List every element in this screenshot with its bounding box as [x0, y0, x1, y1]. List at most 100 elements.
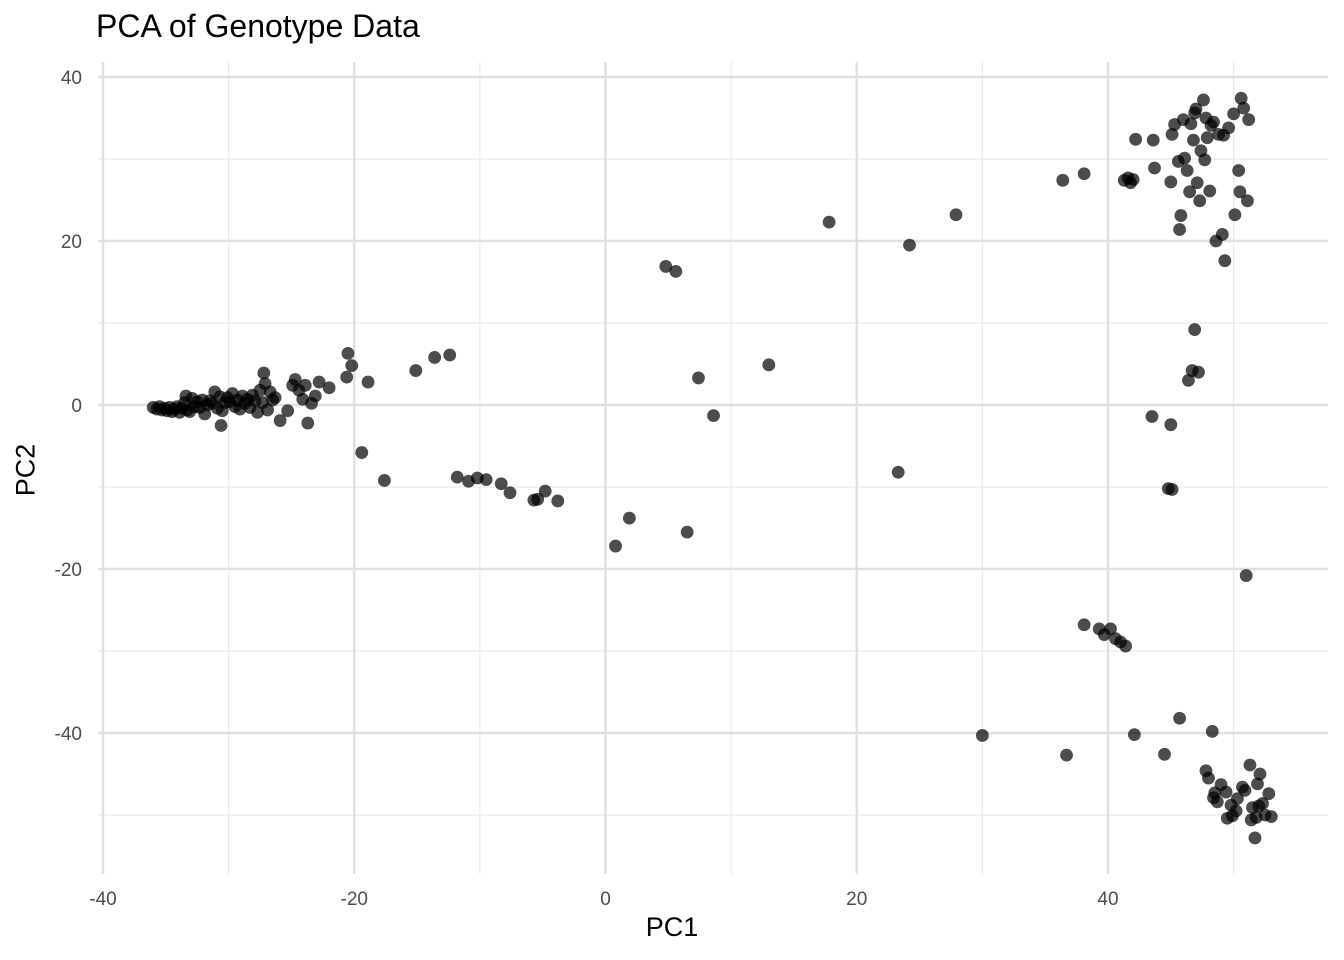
- data-point: [257, 366, 271, 380]
- data-point: [340, 370, 354, 384]
- data-point: [1225, 809, 1239, 823]
- data-point: [1249, 811, 1263, 824]
- data-point: [1237, 101, 1251, 115]
- y-tick-labels: 40 20 0 -20 -40: [55, 68, 82, 745]
- data-point: [1243, 758, 1257, 772]
- y-tick-label: 40: [61, 68, 82, 89]
- data-point: [1248, 831, 1262, 845]
- data-point: [975, 729, 989, 742]
- x-tick-label: -40: [89, 889, 116, 910]
- data-point: [450, 470, 464, 484]
- data-point: [1236, 780, 1249, 794]
- data-point: [669, 264, 683, 278]
- data-point: [1060, 748, 1073, 762]
- data-point: [1119, 639, 1132, 653]
- data-point: [298, 378, 312, 392]
- data-point: [1190, 176, 1204, 190]
- data-point: [1228, 208, 1242, 222]
- x-tick-labels: -40 -20 0 20 40: [89, 889, 1118, 910]
- data-point: [1262, 787, 1276, 801]
- data-point: [322, 381, 336, 395]
- data-point: [1165, 127, 1179, 141]
- data-point: [1178, 151, 1192, 165]
- data-point: [949, 208, 963, 222]
- data-point: [1158, 747, 1171, 761]
- data-point: [707, 409, 720, 423]
- data-point: [1200, 131, 1214, 145]
- data-point: [1148, 161, 1161, 175]
- x-tick-label: 40: [1097, 889, 1118, 910]
- data-point: [345, 359, 359, 373]
- data-point: [1180, 164, 1194, 177]
- data-point: [261, 403, 274, 417]
- data-point: [1126, 173, 1140, 186]
- data-point: [494, 477, 508, 491]
- data-point: [1188, 106, 1202, 120]
- data-point: [1173, 223, 1187, 236]
- data-point: [822, 215, 836, 229]
- data-point: [1215, 228, 1229, 241]
- minor-gridlines: [98, 62, 1328, 874]
- data-point: [214, 419, 228, 432]
- data-point: [1203, 184, 1217, 198]
- data-point: [1234, 91, 1248, 105]
- data-point: [551, 494, 565, 508]
- data-point: [312, 375, 326, 389]
- data-point: [1183, 185, 1197, 199]
- y-tick-label: 0: [71, 396, 82, 417]
- data-point: [538, 484, 552, 498]
- data-point: [179, 389, 193, 403]
- data-point: [1127, 728, 1141, 742]
- data-point: [361, 375, 375, 389]
- data-point: [341, 346, 355, 360]
- data-point: [1188, 323, 1202, 336]
- data-point: [1198, 153, 1212, 167]
- data-point: [1210, 795, 1224, 809]
- data-point: [1164, 418, 1178, 432]
- data-point: [378, 474, 391, 487]
- data-point: [1230, 792, 1244, 805]
- data-point: [1253, 767, 1267, 781]
- data-point: [680, 525, 694, 539]
- data-point: [355, 446, 369, 459]
- data-point: [301, 416, 315, 430]
- data-point: [1218, 254, 1232, 268]
- data-point: [903, 238, 916, 252]
- data-point: [273, 414, 287, 427]
- data-point: [692, 371, 705, 385]
- data-point: [1165, 483, 1179, 496]
- data-point: [1164, 175, 1178, 189]
- data-point: [1227, 107, 1241, 121]
- data-point: [1187, 133, 1200, 147]
- data-point: [1077, 167, 1091, 181]
- data-point: [251, 405, 264, 419]
- data-point: [1129, 132, 1143, 146]
- data-point: [1174, 209, 1188, 222]
- major-gridlines: [98, 62, 1328, 874]
- data-point: [609, 539, 622, 553]
- data-point: [659, 260, 673, 273]
- data-point: [1252, 799, 1266, 813]
- data-points: [146, 91, 1278, 845]
- data-point: [1197, 93, 1210, 107]
- data-point: [1264, 810, 1278, 824]
- data-point: [1077, 618, 1091, 632]
- y-tick-label: -20: [55, 560, 82, 581]
- data-point: [1145, 410, 1159, 423]
- x-tick-label: 20: [846, 889, 867, 910]
- data-point: [409, 364, 423, 377]
- data-point: [288, 373, 302, 386]
- data-point: [1104, 622, 1117, 636]
- data-point: [531, 492, 545, 506]
- data-point: [1173, 711, 1187, 725]
- data-point: [1184, 117, 1198, 131]
- x-tick-label: -20: [341, 889, 368, 910]
- data-point: [1232, 164, 1246, 177]
- data-point: [281, 404, 295, 418]
- data-point: [1205, 724, 1219, 738]
- data-point: [1239, 569, 1253, 582]
- data-point: [1233, 185, 1247, 199]
- data-point: [1219, 785, 1233, 799]
- y-tick-label: 20: [61, 232, 82, 253]
